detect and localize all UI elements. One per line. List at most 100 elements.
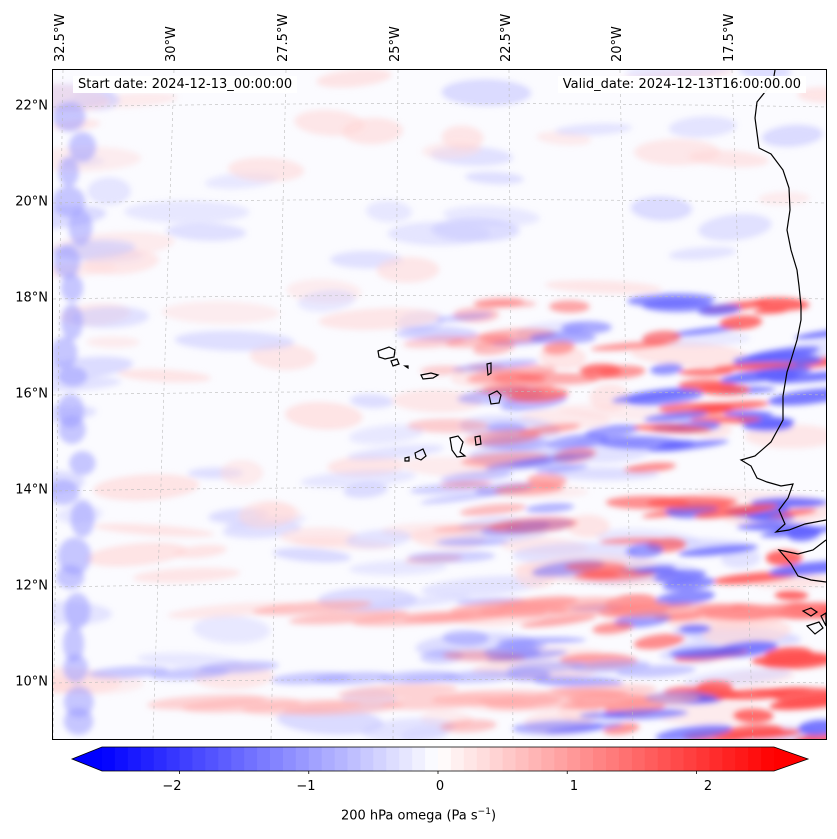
lon-label-30: 30°W (164, 26, 179, 62)
field-blob (768, 388, 826, 406)
field-blob (625, 543, 664, 559)
lon-label-22.5: 22.5°W (499, 13, 514, 62)
omega-field (53, 70, 826, 739)
colorbar-tick-minus1: −1 (296, 779, 316, 794)
island-santiago (449, 435, 467, 458)
field-blob (678, 624, 711, 634)
field-blob (720, 366, 812, 384)
field-blob (688, 149, 770, 168)
field-blob (124, 200, 250, 224)
lat-label-14: 14°N (15, 482, 48, 498)
field-blob (441, 79, 532, 106)
colorbar-band (631, 747, 646, 771)
field-blob (459, 503, 527, 517)
colorbar-band (761, 747, 775, 771)
gridline-lat-16 (53, 391, 826, 396)
colorbar-extend-max (774, 747, 808, 771)
island-bijagos-2 (805, 621, 824, 635)
field-blob (313, 671, 394, 685)
field-blob (633, 423, 712, 434)
colorbar-band (114, 747, 129, 771)
colorbar-band (179, 747, 194, 771)
field-blob (634, 565, 676, 573)
field-blob (743, 420, 794, 432)
colorbar-band (683, 747, 698, 771)
lon-label-32.5: 32.5°W (53, 13, 68, 62)
field-blob (668, 246, 737, 260)
gridline-lat-10 (53, 679, 826, 684)
field-blob (132, 567, 241, 583)
gridline-lat-12 (53, 583, 826, 588)
lat-label-18: 18°N (15, 290, 48, 306)
colorbar-band (334, 747, 349, 771)
gridlines (53, 70, 826, 739)
colorbar-band (257, 747, 271, 771)
field-blob (545, 722, 624, 734)
island-bijagos-3 (820, 612, 826, 627)
field-blob (614, 603, 735, 618)
field-blob (464, 429, 541, 446)
field-blob (579, 711, 627, 720)
field-blob (68, 209, 93, 246)
field-blob (300, 469, 416, 488)
field-blob (650, 363, 684, 375)
field-blob (625, 388, 704, 407)
field-blob (220, 459, 264, 486)
field-blob (88, 665, 169, 679)
colorbar-label-close: ) (490, 808, 497, 824)
colorbar-band (231, 747, 245, 771)
field-blob (506, 660, 587, 674)
field-blob (696, 679, 733, 694)
gridline-lat-14 (53, 487, 826, 492)
africa-coastline (739, 70, 826, 533)
field-blob (435, 312, 493, 322)
field-blob (794, 328, 826, 340)
field-blob (630, 196, 693, 221)
colorbar-band (308, 747, 323, 771)
island-maio (474, 435, 482, 446)
colorbar-band (140, 747, 155, 771)
lat-label-16: 16°N (15, 386, 48, 402)
start-date-label: Start date: 2024-12-13_00:00:00 (73, 76, 298, 93)
field-blob (745, 346, 820, 362)
colorbar-tick-0: 0 (435, 779, 445, 794)
field-blob (64, 592, 91, 629)
colorbar-band (386, 747, 400, 771)
field-blob (442, 205, 540, 227)
field-blob (93, 474, 200, 501)
colorbar-band (722, 747, 736, 771)
colorbar-band (554, 747, 568, 771)
map-frame (52, 69, 827, 740)
field-blob (630, 341, 749, 367)
colorbar-band (489, 747, 504, 771)
field-blob (407, 418, 489, 433)
colorbar-band (192, 747, 206, 771)
field-blob (655, 724, 733, 739)
lon-label-27.5: 27.5°W (276, 13, 291, 62)
colorbar-band (347, 747, 362, 771)
field-blob (349, 424, 424, 445)
colorbar-outline (70, 746, 810, 772)
field-blob (61, 273, 84, 302)
field-blob (366, 200, 412, 223)
field-blob (432, 522, 523, 532)
field-blob (669, 646, 745, 659)
colorbar-band (657, 747, 672, 771)
field-blob (87, 177, 131, 206)
field-blob (378, 670, 459, 684)
field-blob (549, 600, 670, 616)
field-blob (391, 389, 483, 413)
field-blob (485, 459, 554, 471)
lat-label-20: 20°N (15, 194, 48, 210)
field-blob (624, 462, 677, 473)
field-blob (350, 393, 394, 409)
field-blob (590, 341, 670, 351)
field-blob (438, 538, 509, 546)
field-blob (466, 364, 557, 384)
field-blob (442, 629, 490, 646)
field-blob (566, 514, 610, 538)
field-blob (625, 70, 732, 80)
field-blob (279, 527, 358, 546)
field-blob (117, 369, 212, 383)
colorbar-band (373, 747, 387, 771)
